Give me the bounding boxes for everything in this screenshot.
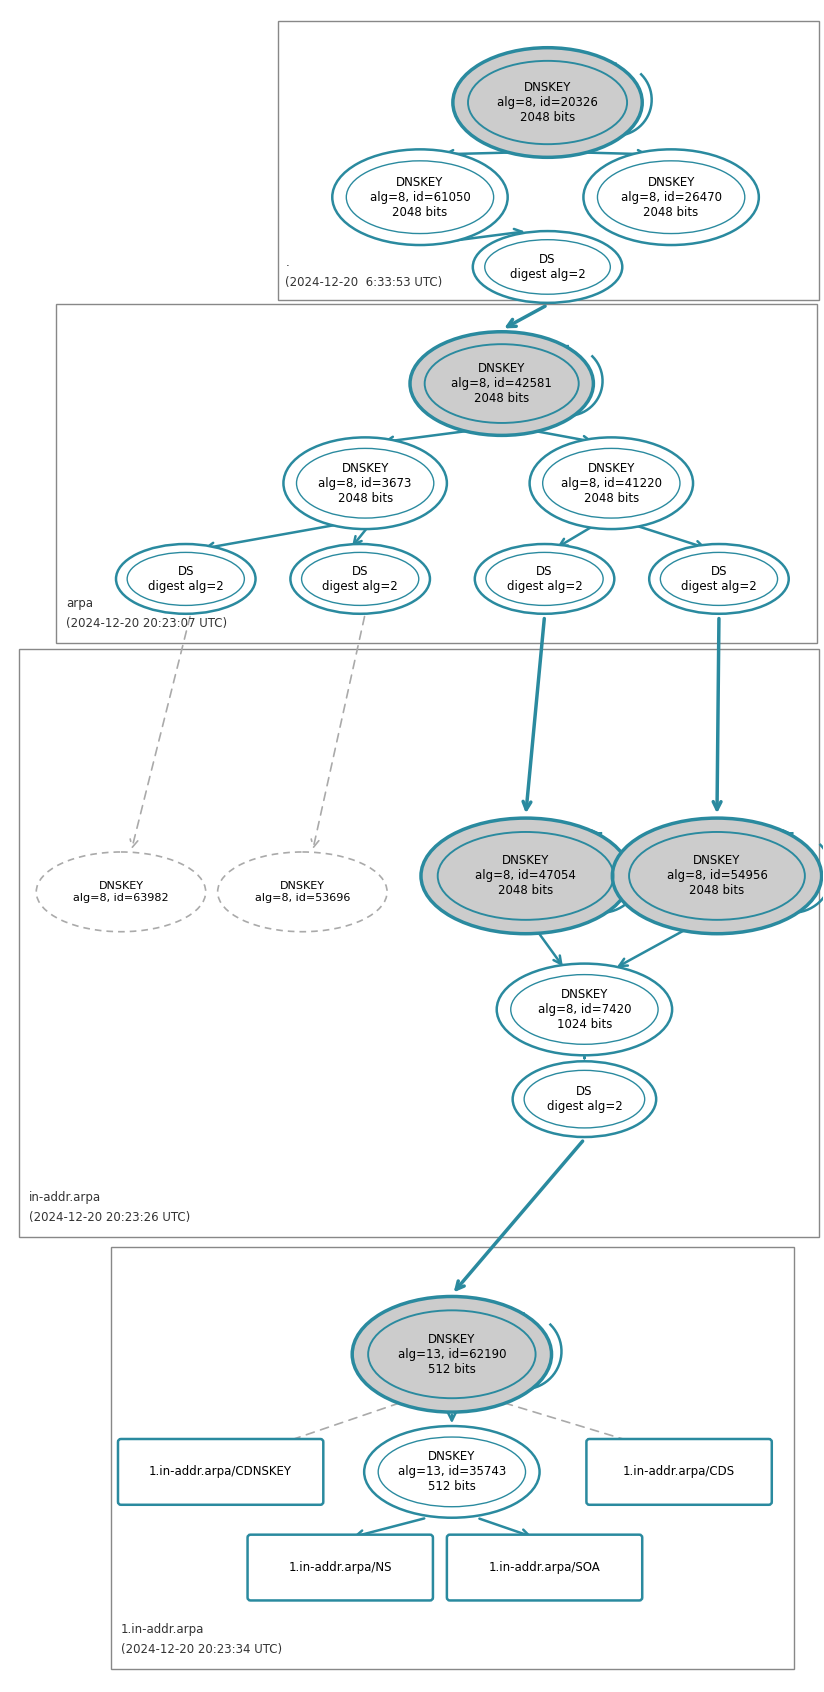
FancyBboxPatch shape — [447, 1535, 642, 1601]
Text: DS
digest alg=2: DS digest alg=2 — [546, 1085, 622, 1113]
Text: DNSKEY
alg=8, id=20326
2048 bits: DNSKEY alg=8, id=20326 2048 bits — [497, 81, 598, 124]
Text: DNSKEY
alg=8, id=47054
2048 bits: DNSKEY alg=8, id=47054 2048 bits — [475, 854, 576, 897]
Ellipse shape — [649, 545, 789, 614]
Ellipse shape — [218, 853, 387, 932]
Ellipse shape — [612, 819, 822, 934]
Text: arpa: arpa — [66, 597, 93, 609]
Text: .: . — [285, 255, 289, 269]
Ellipse shape — [497, 964, 672, 1056]
Ellipse shape — [352, 1296, 551, 1413]
Text: DS
digest alg=2: DS digest alg=2 — [681, 565, 756, 592]
Text: DNSKEY
alg=8, id=41220
2048 bits: DNSKEY alg=8, id=41220 2048 bits — [561, 462, 662, 504]
Ellipse shape — [475, 545, 615, 614]
Text: DNSKEY
alg=8, id=53696: DNSKEY alg=8, id=53696 — [255, 882, 350, 902]
Text: DS
digest alg=2: DS digest alg=2 — [507, 565, 583, 592]
Text: 1.in-addr.arpa: 1.in-addr.arpa — [121, 1623, 204, 1636]
Text: DNSKEY
alg=8, id=42581
2048 bits: DNSKEY alg=8, id=42581 2048 bits — [452, 362, 552, 404]
Ellipse shape — [583, 149, 759, 245]
Ellipse shape — [283, 438, 447, 530]
Ellipse shape — [36, 853, 206, 932]
FancyBboxPatch shape — [19, 648, 818, 1237]
Text: 1.in-addr.arpa/CDS: 1.in-addr.arpa/CDS — [623, 1465, 735, 1479]
Text: 1.in-addr.arpa/CDNSKEY: 1.in-addr.arpa/CDNSKEY — [149, 1465, 293, 1479]
Ellipse shape — [332, 149, 508, 245]
Ellipse shape — [453, 47, 642, 157]
Text: DNSKEY
alg=8, id=7420
1024 bits: DNSKEY alg=8, id=7420 1024 bits — [538, 988, 631, 1030]
Text: DNSKEY
alg=8, id=26470
2048 bits: DNSKEY alg=8, id=26470 2048 bits — [620, 176, 722, 218]
Text: DS
digest alg=2: DS digest alg=2 — [147, 565, 223, 592]
Ellipse shape — [364, 1426, 540, 1518]
FancyBboxPatch shape — [247, 1535, 433, 1601]
Ellipse shape — [290, 545, 430, 614]
FancyBboxPatch shape — [111, 1247, 794, 1670]
Text: DNSKEY
alg=8, id=63982: DNSKEY alg=8, id=63982 — [73, 882, 169, 902]
Text: (2024-12-20 20:23:34 UTC): (2024-12-20 20:23:34 UTC) — [121, 1643, 282, 1656]
Text: (2024-12-20 20:23:07 UTC): (2024-12-20 20:23:07 UTC) — [66, 618, 227, 629]
FancyBboxPatch shape — [279, 20, 818, 299]
Text: DNSKEY
alg=13, id=35743
512 bits: DNSKEY alg=13, id=35743 512 bits — [398, 1450, 506, 1494]
Text: in-addr.arpa: in-addr.arpa — [30, 1191, 101, 1203]
Text: 1.in-addr.arpa/SOA: 1.in-addr.arpa/SOA — [489, 1562, 601, 1574]
Ellipse shape — [421, 819, 630, 934]
Text: 1.in-addr.arpa/NS: 1.in-addr.arpa/NS — [288, 1562, 392, 1574]
Text: DS
digest alg=2: DS digest alg=2 — [510, 254, 585, 281]
Ellipse shape — [530, 438, 693, 530]
Ellipse shape — [513, 1061, 656, 1137]
FancyBboxPatch shape — [56, 305, 817, 643]
Text: DNSKEY
alg=8, id=61050
2048 bits: DNSKEY alg=8, id=61050 2048 bits — [370, 176, 471, 218]
Ellipse shape — [116, 545, 255, 614]
Ellipse shape — [473, 232, 622, 303]
Text: DNSKEY
alg=8, id=54956
2048 bits: DNSKEY alg=8, id=54956 2048 bits — [667, 854, 767, 897]
Text: DS
digest alg=2: DS digest alg=2 — [322, 565, 398, 592]
Text: (2024-12-20  6:33:53 UTC): (2024-12-20 6:33:53 UTC) — [285, 276, 442, 289]
Text: DNSKEY
alg=13, id=62190
512 bits: DNSKEY alg=13, id=62190 512 bits — [398, 1333, 506, 1376]
FancyBboxPatch shape — [118, 1438, 323, 1504]
Text: DNSKEY
alg=8, id=3673
2048 bits: DNSKEY alg=8, id=3673 2048 bits — [318, 462, 412, 504]
Ellipse shape — [410, 332, 593, 435]
FancyBboxPatch shape — [587, 1438, 772, 1504]
Text: (2024-12-20 20:23:26 UTC): (2024-12-20 20:23:26 UTC) — [30, 1211, 190, 1223]
